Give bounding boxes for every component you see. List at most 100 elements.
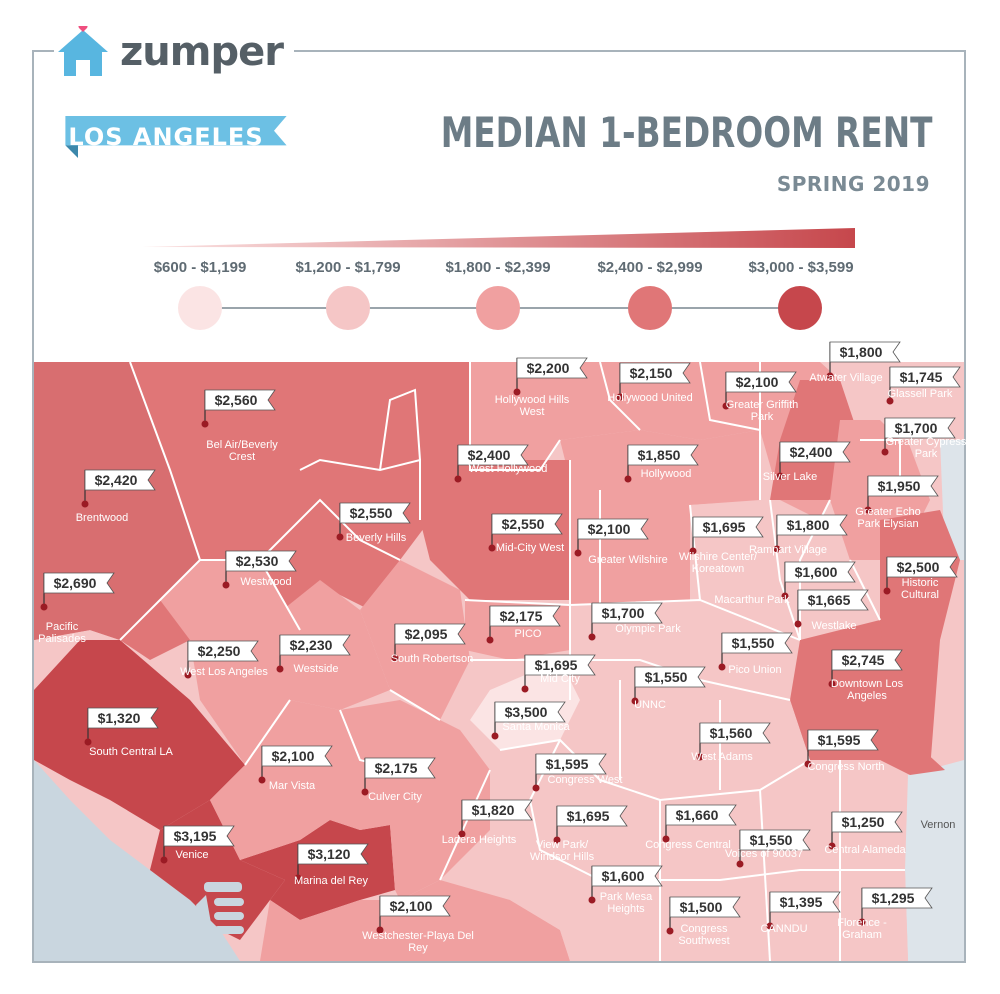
price-tag-olympic-park[interactable]: $1,700	[588, 602, 663, 641]
neighborhood-label: Westchester-Playa Del Rey	[362, 930, 474, 954]
flag-shape	[87, 707, 159, 729]
price-tag-west-hollywood[interactable]: $2,400	[454, 444, 529, 483]
price-tag-mid-city[interactable]: $1,695	[521, 654, 596, 693]
price-tag-canndu[interactable]: $1,395	[766, 891, 841, 930]
price-tag-voices-of-90037[interactable]: $1,550	[736, 829, 811, 868]
neighborhood-label: Santa Monica	[502, 721, 570, 733]
price-tag-florence-graham[interactable]: $1,295	[858, 887, 933, 926]
price-tag-ladera-heights[interactable]: $1,820	[458, 799, 533, 838]
price-tag-westwood[interactable]: $2,530	[222, 550, 297, 589]
price-tag-congress-central[interactable]: $1,660	[662, 804, 737, 843]
price-tag-rampart-village[interactable]: $1,800	[773, 514, 848, 553]
price-tag-pacific-palisades[interactable]: $2,690	[40, 572, 115, 611]
price-tag-park-mesa-heights[interactable]: $1,600	[588, 865, 663, 904]
flag-shape	[494, 701, 566, 723]
legend-range-label: $3,000 - $3,599	[748, 259, 854, 276]
price-tag-south-robertson[interactable]: $2,095	[391, 623, 466, 662]
neighborhood-label: Historic Cultural	[901, 577, 939, 601]
neighborhood-label: Downtown Los Angeles	[831, 678, 904, 702]
price-tag-hollywood[interactable]: $1,850	[624, 444, 699, 483]
zumper-logo[interactable]: zumper	[54, 22, 294, 82]
neighborhood-label: Greater Cypress Park	[886, 436, 967, 460]
price-value: $3,500	[505, 704, 548, 720]
neighborhood-label: Mar Vista	[269, 780, 316, 792]
price-tag-view-park-windsor-hills[interactable]: $1,695	[553, 805, 628, 844]
flag-shape	[524, 654, 596, 676]
pin-dot-icon	[886, 397, 894, 405]
price-tag-glassell-park[interactable]: $1,745	[886, 366, 961, 405]
price-tag-atwater-village[interactable]: $1,800	[826, 341, 901, 380]
price-value: $2,230	[290, 637, 333, 653]
flag-shape	[279, 634, 351, 656]
flag-shape	[187, 640, 259, 662]
price-tag-unnc[interactable]: $1,550	[631, 666, 706, 705]
price-tag-wilshire-center-koreatown[interactable]: $1,695	[689, 516, 764, 555]
flag-shape	[225, 550, 297, 572]
price-tag-brentwood[interactable]: $2,420	[81, 469, 156, 508]
price-tag-pico-union[interactable]: $1,550	[718, 632, 793, 671]
city-banner	[65, 116, 287, 158]
price-value: $2,500	[897, 559, 940, 575]
price-tag-westchester-playa-del-rey[interactable]: $2,100	[376, 895, 451, 934]
price-tag-historic-cultural[interactable]: $2,500	[883, 556, 958, 595]
price-tag-congress-southwest[interactable]: $1,500	[666, 896, 741, 935]
price-tag-greater-griffith-park[interactable]: $2,100	[722, 371, 797, 410]
neighborhood-label: Hollywood Hills West	[495, 394, 570, 418]
price-tag-central-alameda[interactable]: $1,250	[828, 811, 903, 850]
pin-dot-icon	[828, 680, 836, 688]
neighborhood-label: Florence -Graham	[837, 917, 887, 941]
price-tag-culver-city[interactable]: $2,175	[361, 757, 436, 796]
neighborhood-label: Greater Echo Park Elysian	[855, 506, 920, 530]
price-value: $2,400	[790, 444, 833, 460]
flag-shape	[261, 745, 333, 767]
price-tag-pico[interactable]: $2,175	[486, 605, 561, 644]
price-value: $2,100	[736, 374, 779, 390]
price-tag-marina-del-rey[interactable]: $3,120	[294, 843, 369, 882]
flag-shape	[204, 389, 276, 411]
neighborhood-label: South Robertson	[391, 653, 474, 665]
neighborhood-label: West Los Angeles	[180, 666, 268, 678]
price-tag-downtown-los-angeles[interactable]: $2,745	[828, 649, 903, 688]
pin-dot-icon	[84, 738, 92, 746]
price-tag-congress-west[interactable]: $1,595	[532, 753, 607, 792]
price-tag-mar-vista[interactable]: $2,100	[258, 745, 333, 784]
price-tag-santa-monica[interactable]: $3,500	[491, 701, 566, 740]
flag-shape	[665, 804, 737, 826]
price-value: $1,660	[676, 807, 719, 823]
price-value: $1,600	[795, 564, 838, 580]
price-tag-bel-air-beverly-crest[interactable]: $2,560	[201, 389, 276, 428]
price-tag-beverly-hills[interactable]: $2,550	[336, 502, 411, 541]
neighborhood-label: Mid City	[540, 673, 580, 685]
pin-dot-icon	[160, 856, 168, 864]
westchester-region	[260, 880, 570, 961]
price-tag-greater-cypress-park[interactable]: $1,700	[881, 417, 956, 456]
price-tag-south-central-la[interactable]: $1,320	[84, 707, 159, 746]
price-tag-silver-lake[interactable]: $2,400	[776, 441, 851, 480]
flag-shape	[364, 757, 436, 779]
price-tag-venice[interactable]: $3,195	[160, 825, 235, 864]
legend-range-label: $2,400 - $2,999	[597, 259, 703, 276]
price-value: $2,175	[500, 608, 543, 624]
neighborhood-label: Silver Lake	[763, 471, 817, 483]
pin-dot-icon	[376, 926, 384, 934]
price-value: $2,095	[405, 626, 448, 642]
price-tag-greater-echo-park-elysian[interactable]: $1,950	[864, 475, 939, 514]
flag-shape	[669, 896, 741, 918]
price-tag-macarthur-park[interactable]: $1,600	[781, 561, 856, 600]
legend-dot	[778, 286, 822, 330]
flag-shape	[779, 441, 851, 463]
flag-shape	[591, 602, 663, 624]
price-tag-westlake[interactable]: $1,665	[794, 589, 869, 628]
price-tag-west-adams[interactable]: $1,560	[696, 722, 771, 761]
price-value: $1,800	[840, 344, 883, 360]
price-tag-greater-wilshire[interactable]: $2,100	[574, 518, 649, 557]
price-tag-westside[interactable]: $2,230	[276, 634, 351, 673]
price-tag-west-los-angeles[interactable]: $2,250	[184, 640, 259, 679]
price-tag-hollywood-united[interactable]: $2,150	[616, 362, 691, 401]
price-tag-mid-city-west[interactable]: $2,550	[488, 513, 563, 552]
price-tag-hollywood-hills-west[interactable]: $2,200	[513, 357, 588, 396]
neighborhood-label: CANNDU	[760, 923, 807, 935]
price-tag-congress-north[interactable]: $1,595	[804, 729, 879, 768]
pin-dot-icon	[781, 592, 789, 600]
neighborhood-label: Congress North	[807, 761, 884, 773]
